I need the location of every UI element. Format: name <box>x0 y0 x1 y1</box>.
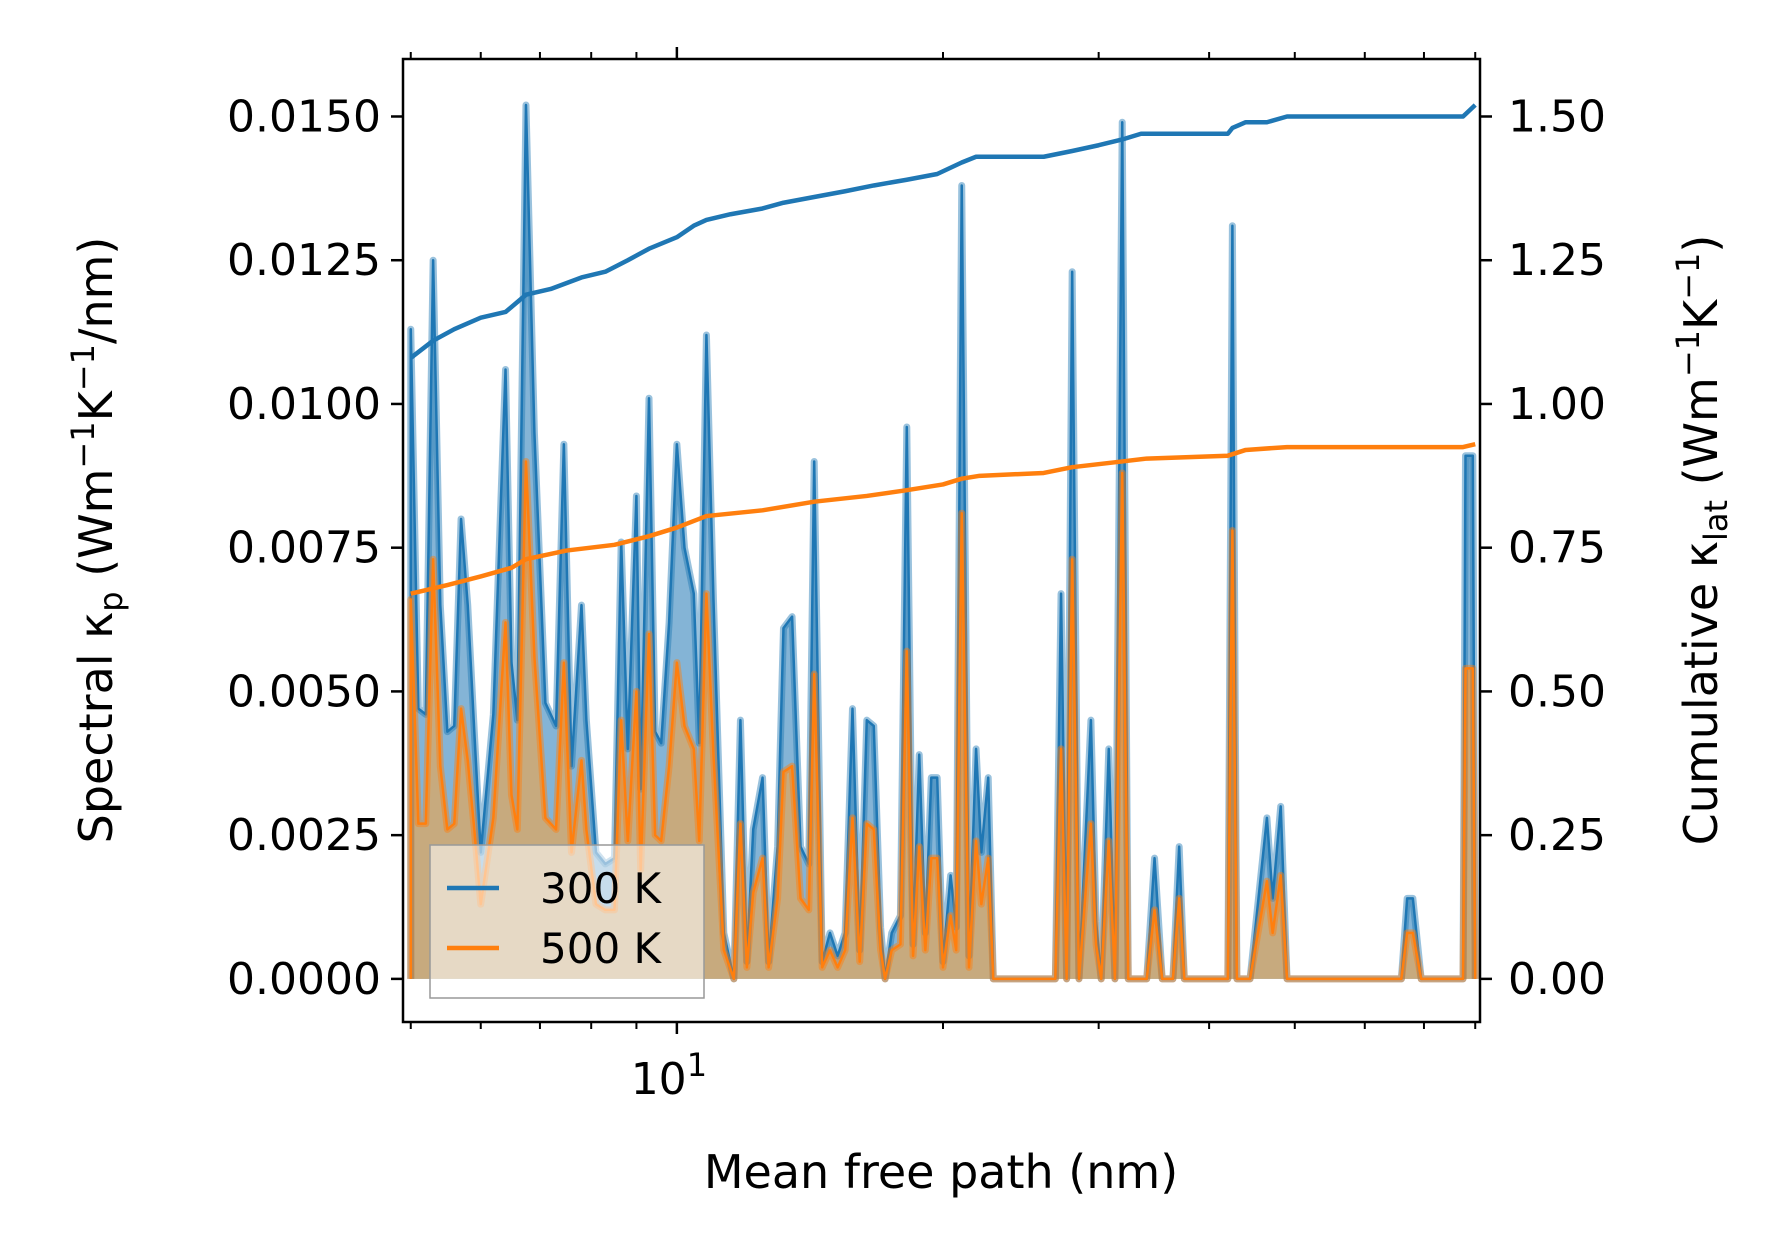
spectral-line-300k <box>409 103 1477 981</box>
right-tick-label: 0.75 <box>1508 523 1606 574</box>
right-axis-ticks: 0.00 0.25 0.50 0.75 1.00 1.25 1.50 <box>1480 91 1606 1005</box>
left-tick-label: 0.0125 <box>227 235 381 286</box>
right-tick-label: 1.00 <box>1508 379 1606 430</box>
left-tick-label: 0.0000 <box>227 954 381 1005</box>
right-ylabel-sup1: −1 <box>1669 330 1707 377</box>
right-ylabel-base: Cumulative κ <box>1674 541 1728 845</box>
spectral-line-500k <box>409 460 1477 981</box>
cumulative-lines <box>409 103 1477 596</box>
right-tick-label: 0.00 <box>1508 954 1606 1005</box>
legend: 300 K 500 K <box>429 844 705 999</box>
x-axis-label: Mean free path (nm) <box>704 1145 1178 1199</box>
right-ylabel-sup2: −1 <box>1669 253 1707 300</box>
plot-frame <box>401 57 1482 1024</box>
legend-label-500k: 500 K <box>540 924 663 973</box>
left-ylabel-tail: /nm) <box>69 237 123 344</box>
legend-box <box>429 844 705 999</box>
left-tick-label: 0.0025 <box>227 810 381 861</box>
left-axis-ticks: 0.0000 0.0025 0.0050 0.0075 0.0100 0.0125 0.01… <box>227 91 403 1005</box>
spectral-lines <box>407 101 1479 983</box>
left-ylabel-sup2: −1 <box>64 344 102 391</box>
right-ylabel-units: (Wm <box>1674 377 1728 500</box>
left-tick-label: 0.0100 <box>227 379 381 430</box>
cumulative-line-500k <box>410 442 1476 596</box>
right-ylabel-sub: lat <box>1697 500 1735 541</box>
right-tick-label: 0.50 <box>1508 666 1606 717</box>
left-ylabel-sup1: −1 <box>64 421 102 468</box>
left-ylabel-sub: p <box>92 591 130 611</box>
right-ylabel-tail: ) <box>1674 235 1728 253</box>
left-y-axis-label: Spectral κp (Wm−1K−1/nm) <box>64 237 130 844</box>
left-tick-label: 0.0050 <box>227 666 381 717</box>
left-ylabel-units: (Wm <box>69 469 123 592</box>
left-ylabel-mid: K <box>69 389 123 421</box>
right-tick-label: 1.25 <box>1508 235 1606 286</box>
right-tick-label: 1.50 <box>1508 91 1606 142</box>
legend-label-300k: 300 K <box>540 864 663 913</box>
right-tick-label: 0.25 <box>1508 810 1606 861</box>
x-tick-label-exponent: 1 <box>687 1046 707 1084</box>
right-y-axis-label: Cumulative κlat (Wm−1K−1) <box>1669 235 1735 846</box>
cumulative-line-300k <box>409 103 1477 360</box>
left-tick-label: 0.0075 <box>227 523 381 574</box>
left-ylabel-base: Spectral κ <box>69 612 123 844</box>
left-tick-label: 0.0150 <box>227 91 381 142</box>
right-ylabel-mid: K <box>1674 298 1728 330</box>
